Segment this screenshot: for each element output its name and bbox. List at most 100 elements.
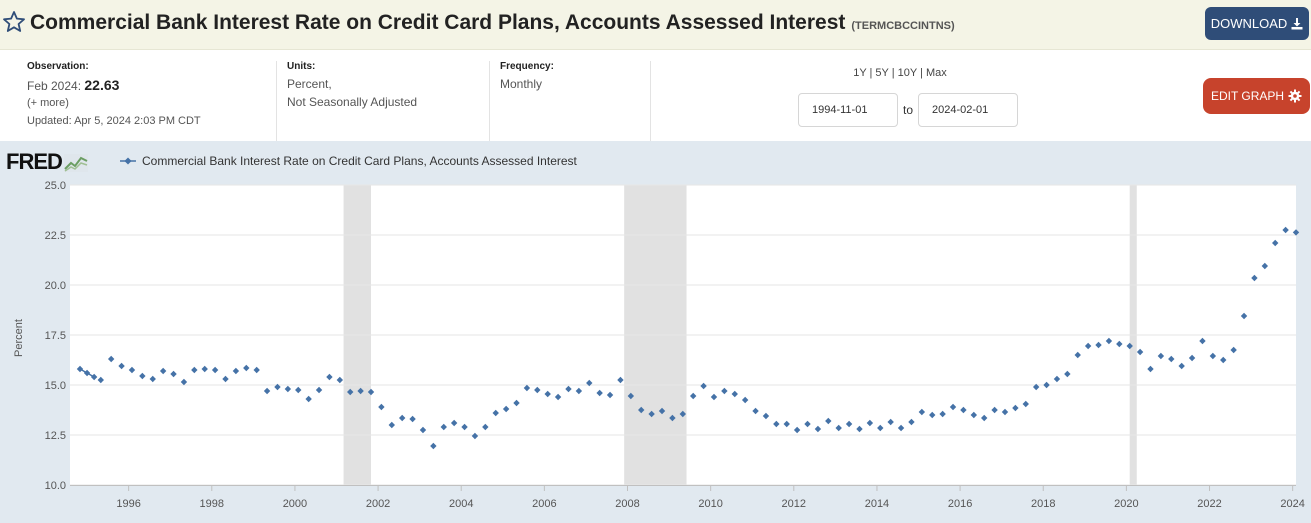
- data-point: [554, 393, 562, 401]
- data-point: [1001, 408, 1009, 416]
- data-point: [471, 432, 479, 440]
- data-point: [1251, 274, 1258, 282]
- data-point: [638, 406, 645, 414]
- range-links[interactable]: 1Y | 5Y | 10Y | Max: [853, 67, 947, 79]
- data-point: [326, 373, 333, 381]
- data-point: [253, 366, 260, 374]
- download-button[interactable]: DOWNLOAD: [1205, 7, 1309, 40]
- data-point: [263, 387, 271, 395]
- y-tick-label: 17.5: [45, 330, 66, 342]
- data-point: [1147, 365, 1154, 373]
- data-point: [149, 375, 156, 383]
- observation-line: Feb 2024: 22.63: [27, 77, 119, 93]
- data-point: [586, 379, 593, 387]
- download-label: DOWNLOAD: [1210, 16, 1288, 31]
- data-point: [679, 410, 687, 418]
- data-point: [513, 399, 520, 407]
- x-tick-label: 2010: [698, 498, 722, 510]
- data-point: [1022, 400, 1029, 408]
- data-point: [866, 419, 874, 427]
- data-point: [669, 414, 676, 422]
- data-point: [211, 366, 219, 374]
- chart-panel: 10.0 12.5 15.0 17.5 20.0 22.5 25.0 1996 1998 2000…: [0, 141, 1311, 523]
- data-point: [180, 378, 188, 386]
- data-point: [648, 410, 655, 418]
- data-point: [1116, 340, 1123, 348]
- data-point: [658, 407, 666, 415]
- star-icon[interactable]: [2, 10, 26, 34]
- divider: [276, 61, 277, 141]
- data-point: [596, 389, 603, 397]
- x-tick-label: 2006: [532, 498, 556, 510]
- more-link[interactable]: (+ more): [27, 97, 69, 109]
- data-point: [1230, 346, 1237, 354]
- data-point: [627, 392, 635, 400]
- y-tick-label: 15.0: [45, 380, 66, 392]
- x-tick-label: 2012: [782, 498, 806, 510]
- data-point: [887, 418, 894, 426]
- data-point: [1220, 356, 1227, 364]
- data-point: [918, 408, 926, 416]
- to-label: to: [903, 103, 914, 117]
- data-point: [419, 426, 427, 434]
- x-tick-label: 2002: [366, 498, 390, 510]
- data-point: [565, 385, 572, 393]
- data-point: [1053, 375, 1061, 383]
- data-point: [908, 418, 915, 426]
- data-point: [482, 423, 489, 431]
- data-point: [170, 370, 177, 378]
- data-point: [1209, 352, 1217, 360]
- data-point: [606, 391, 614, 399]
- data-point: [440, 423, 447, 431]
- data-point: [492, 409, 499, 417]
- units-label: Units:: [287, 61, 316, 72]
- edit-graph-button[interactable]: EDIT GRAPH: [1203, 78, 1310, 114]
- fred-logo-text: FRED: [6, 149, 63, 174]
- data-point: [222, 375, 229, 383]
- data-point: [689, 392, 697, 400]
- data-point: [1261, 262, 1269, 270]
- data-point: [731, 390, 738, 398]
- x-tick-label: 2004: [449, 498, 473, 510]
- data-point: [1157, 352, 1165, 360]
- series-id: (TERMCBCCINTNS): [851, 20, 955, 32]
- chart-svg[interactable]: 10.0 12.5 15.0 17.5 20.0 22.5 25.0 1996 1998 2000…: [0, 141, 1311, 523]
- data-point: [575, 387, 583, 395]
- data-point: [1043, 381, 1050, 389]
- data-point: [1168, 355, 1175, 363]
- data-point: [295, 386, 302, 394]
- info-strip: Observation: Feb 2024: 22.63 (+ more) Up…: [0, 51, 1311, 141]
- data-point: [107, 355, 115, 363]
- data-point: [762, 412, 770, 420]
- data-point: [284, 385, 292, 393]
- gear-icon: [1288, 89, 1302, 103]
- data-point: [1012, 404, 1019, 412]
- data-point: [960, 406, 967, 414]
- data-point: [773, 420, 780, 428]
- data-point: [347, 388, 354, 396]
- x-tick-label: 2020: [1114, 498, 1138, 510]
- data-point: [232, 367, 240, 375]
- observation-value: 22.63: [84, 77, 120, 93]
- data-point: [201, 365, 208, 373]
- data-point: [90, 373, 98, 381]
- data-point: [461, 423, 468, 431]
- data-point: [752, 407, 759, 415]
- chart-legend[interactable]: Commercial Bank Interest Rate on Credit …: [120, 154, 577, 168]
- data-point: [118, 362, 125, 370]
- legend-swatch: [120, 157, 136, 165]
- end-date-input[interactable]: [918, 93, 1018, 127]
- data-point: [949, 403, 957, 411]
- frequency-label: Frequency:: [500, 61, 554, 72]
- data-point: [991, 406, 998, 414]
- fred-logo: FRED: [6, 149, 88, 175]
- data-point: [315, 386, 323, 394]
- edit-graph-label: EDIT GRAPH: [1210, 89, 1285, 103]
- data-point: [534, 386, 541, 394]
- data-point: [191, 366, 198, 374]
- data-point: [721, 387, 728, 395]
- y-axis-label: Percent: [13, 319, 25, 357]
- start-date-input[interactable]: [798, 93, 898, 127]
- point-layer: [76, 226, 1300, 450]
